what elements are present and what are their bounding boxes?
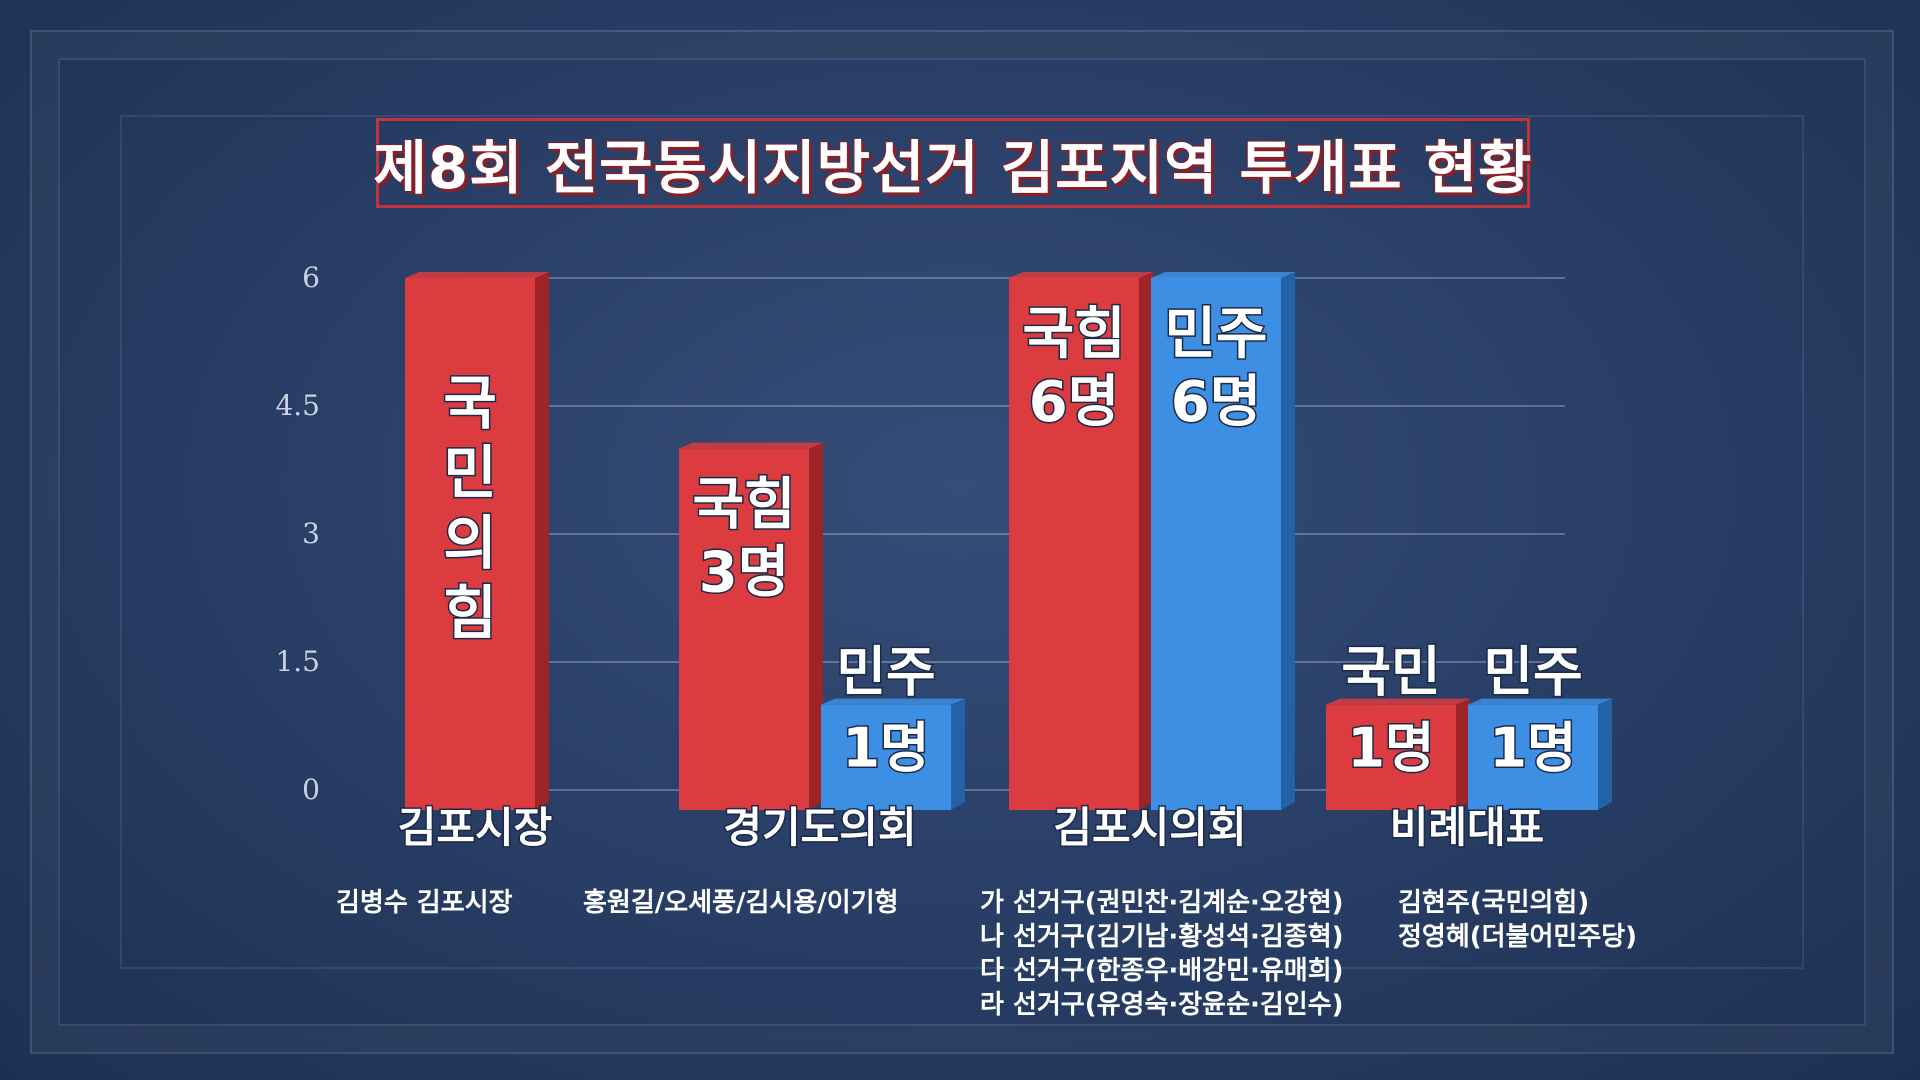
y-tick-label: 6	[302, 261, 320, 294]
category-labels: 김포시장 경기도의회 김포시의회 비례대표	[396, 802, 1546, 854]
candidate-line: 가 선거구(권민찬·김계순·오강현)	[980, 888, 1344, 918]
candidate-line: 김현주(국민의힘)	[1398, 888, 1590, 918]
category-label: 김포시장	[398, 803, 553, 852]
bar-side	[809, 442, 823, 810]
bar-label: 국힘	[1022, 302, 1125, 367]
bar-top	[405, 272, 549, 278]
bar-label: 1명	[1489, 717, 1576, 780]
bar-side	[535, 272, 549, 810]
category-label: 경기도의회	[723, 803, 916, 852]
decorative-frame	[30, 30, 1894, 1054]
bar-top	[821, 698, 965, 705]
y-tick-label: 1.5	[275, 645, 320, 678]
category-label: 비례대표	[1390, 803, 1545, 852]
bar-top	[1326, 698, 1470, 705]
bar-label: 민	[443, 439, 496, 507]
bar-side	[951, 698, 965, 810]
y-tick-label: 0	[302, 773, 320, 806]
bar-label: 의	[443, 509, 496, 577]
bar-face	[1009, 278, 1139, 810]
bar-top	[1468, 698, 1612, 705]
bar-side	[1281, 272, 1295, 810]
y-tick-label: 3	[302, 517, 320, 550]
candidate-line: 다 선거구(한종우·배강민·유매희)	[980, 956, 1344, 986]
chart-title: 제8회 전국동시지방선거 김포지역 투개표 현황	[373, 134, 1533, 202]
candidate-line: 나 선거구(김기남·황성석·김종혁)	[980, 922, 1344, 952]
bar-side	[1598, 698, 1612, 810]
category-label: 김포시의회	[1053, 803, 1246, 852]
bar-face	[679, 448, 809, 810]
bar-ppp: 국민 1명	[1326, 639, 1470, 810]
bar-face	[1151, 278, 1281, 810]
candidate-line: 정영혜(더불어민주당)	[1398, 922, 1638, 952]
y-axis-ticks: 0 1.5 3 4.5 6	[275, 261, 320, 806]
bar-label: 1명	[1347, 717, 1434, 780]
bar-label: 6명	[1171, 370, 1262, 435]
bar-label: 국힘	[692, 473, 795, 538]
title-box: 제8회 전국동시지방선거 김포지역 투개표 현황	[373, 118, 1533, 208]
bar-label: 1명	[842, 717, 929, 780]
bar-ppp: 국민의힘	[405, 272, 549, 810]
candidate-line: 라 선거구(유영숙·장윤순·김인수)	[980, 990, 1344, 1020]
bar-side	[1139, 272, 1153, 810]
bar-label: 국민	[1341, 641, 1440, 704]
bar-dem: 민주 1명	[1468, 639, 1612, 810]
bar-label: 민주	[836, 641, 935, 704]
bar-label: 힘	[443, 579, 496, 647]
candidate-line: 김병수 김포시장	[336, 888, 513, 918]
y-tick-label: 4.5	[275, 389, 320, 422]
bar-dem: 민주 1명	[821, 639, 965, 810]
bar-top	[679, 442, 823, 449]
bar-side	[1456, 698, 1470, 810]
decorative-inner-frame	[120, 115, 1804, 969]
bar-face	[1326, 704, 1456, 810]
bar-label: 3명	[699, 541, 790, 606]
bar-face	[405, 278, 535, 810]
candidate-line: 홍원길/오세풍/김시용/이기형	[583, 888, 899, 918]
bar-label: 민주	[1483, 641, 1582, 704]
bar-label: 민주	[1164, 302, 1267, 367]
bar-label: 국	[443, 369, 496, 437]
bar-top	[1151, 272, 1295, 278]
bar-face	[821, 704, 951, 810]
bar-label: 6명	[1029, 370, 1120, 435]
bar-face	[1468, 704, 1598, 810]
bar-top	[1009, 272, 1153, 278]
